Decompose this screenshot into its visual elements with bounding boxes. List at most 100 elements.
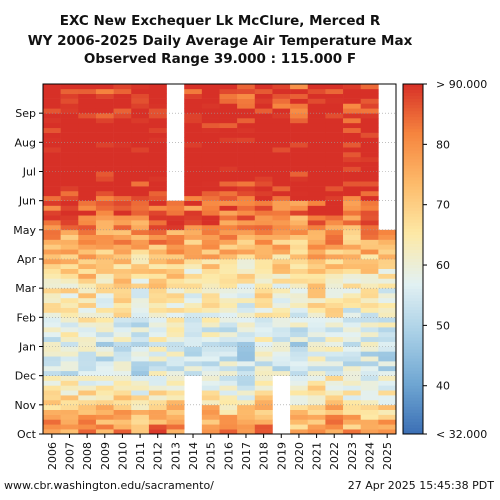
- heatmap-cell: [201, 103, 220, 109]
- heatmap-cell: [325, 244, 344, 250]
- heatmap-cell: [95, 283, 114, 289]
- heatmap-cell: [43, 215, 61, 221]
- heatmap-cell: [254, 424, 273, 430]
- heatmap-cell: [131, 409, 150, 415]
- title-line-3: Observed Range 39.000 : 115.000 F: [84, 51, 356, 67]
- heatmap-cell: [166, 249, 185, 255]
- heatmap-cell: [184, 195, 203, 201]
- colorbar-segment: [403, 355, 423, 359]
- heatmap-cell: [201, 147, 220, 153]
- heatmap-cell: [148, 283, 167, 289]
- heatmap-cell: [343, 108, 361, 114]
- heatmap-cell: [343, 88, 361, 95]
- heatmap-cell: [272, 215, 291, 221]
- heatmap-cell: [237, 414, 256, 420]
- heatmap-cell: [60, 93, 79, 99]
- heatmap-cell: [201, 259, 220, 265]
- heatmap-cell: [360, 268, 379, 274]
- heatmap-cell: [148, 181, 167, 187]
- heatmap-cell: [360, 404, 379, 410]
- heatmap-cell: [343, 156, 361, 163]
- heatmap-cell: [272, 244, 291, 250]
- heatmap-cell: [95, 312, 114, 318]
- heatmap-cell: [219, 181, 238, 187]
- heatmap-cell: [95, 229, 114, 235]
- heatmap-cell: [307, 176, 326, 182]
- colorbar-segment: [403, 177, 423, 181]
- heatmap-cell: [254, 229, 273, 235]
- heatmap-cell: [131, 297, 150, 304]
- heatmap-cell: [254, 395, 273, 401]
- heatmap-cell: [95, 288, 114, 294]
- colorbar-segment: [403, 255, 423, 260]
- heatmap-cell: [113, 127, 132, 133]
- heatmap-cell: [290, 103, 309, 109]
- heatmap-cell: [307, 322, 326, 328]
- heatmap-cell: [95, 331, 114, 338]
- heatmap-cell: [325, 351, 344, 357]
- heatmap-cell: [78, 331, 97, 338]
- colorbar-segment: [403, 228, 423, 233]
- heatmap-cell: [378, 385, 397, 391]
- heatmap-cell: [325, 152, 344, 158]
- heatmap-cell: [201, 98, 220, 104]
- heatmap-cell: [201, 317, 220, 323]
- heatmap-cell: [60, 132, 79, 138]
- heatmap-cell: [201, 293, 220, 299]
- colorbar-segment: [403, 298, 423, 302]
- colorbar-segment: [403, 147, 423, 151]
- heatmap-cell: [378, 254, 397, 260]
- y-tick-label: May: [13, 224, 36, 237]
- heatmap-cell: [237, 385, 256, 391]
- heatmap-cell: [325, 84, 344, 90]
- heatmap-cell: [113, 176, 132, 182]
- heatmap-cell: [113, 171, 132, 177]
- heatmap-cell: [325, 122, 344, 129]
- heatmap-cell: [60, 249, 79, 255]
- heatmap-cell: [131, 84, 150, 90]
- heatmap-cell: [343, 137, 361, 143]
- heatmap-cell: [78, 137, 97, 143]
- heatmap-cell: [60, 327, 79, 333]
- heatmap-cell: [95, 424, 114, 430]
- heatmap-cell: [254, 113, 273, 119]
- x-tick-label: 2017: [240, 442, 253, 470]
- heatmap-cell: [219, 419, 238, 425]
- colorbar-segment: [403, 262, 423, 266]
- heatmap-cell: [148, 404, 167, 410]
- heatmap-cell: [254, 385, 273, 391]
- heatmap-cell: [113, 229, 132, 235]
- heatmap-cell: [237, 351, 256, 357]
- heatmap-cell: [254, 210, 273, 216]
- heatmap-cell: [43, 302, 61, 308]
- heatmap-cell: [307, 244, 326, 250]
- heatmap-cell: [219, 88, 238, 95]
- heatmap-cell: [60, 215, 79, 221]
- heatmap-cell: [95, 414, 114, 420]
- heatmap-cell: [378, 356, 397, 362]
- heatmap-cell: [272, 205, 291, 211]
- heatmap-cell: [219, 263, 238, 270]
- heatmap-cell: [343, 142, 361, 148]
- heatmap-cell: [325, 283, 344, 289]
- colorbar-segment: [403, 141, 423, 145]
- heatmap-cell: [78, 263, 97, 270]
- heatmap-cell: [307, 147, 326, 153]
- heatmap-cell: [237, 278, 256, 284]
- heatmap-cell: [343, 317, 361, 323]
- heatmap-cell: [343, 365, 361, 372]
- footer-source[interactable]: www.cbr.washington.edu/sacramento/: [4, 479, 214, 492]
- heatmap-cell: [184, 307, 203, 313]
- heatmap-cell: [307, 108, 326, 114]
- heatmap-cell: [219, 234, 238, 240]
- heatmap-cell: [307, 205, 326, 211]
- heatmap-cell: [290, 380, 309, 386]
- heatmap-cell: [95, 186, 114, 192]
- heatmap-cell: [43, 356, 61, 362]
- heatmap-cell: [360, 424, 379, 430]
- heatmap-cell: [378, 278, 397, 284]
- y-tick-label: Feb: [17, 311, 36, 324]
- heatmap-cell: [360, 293, 379, 299]
- heatmap-cell: [343, 322, 361, 328]
- heatmap-cell: [113, 93, 132, 99]
